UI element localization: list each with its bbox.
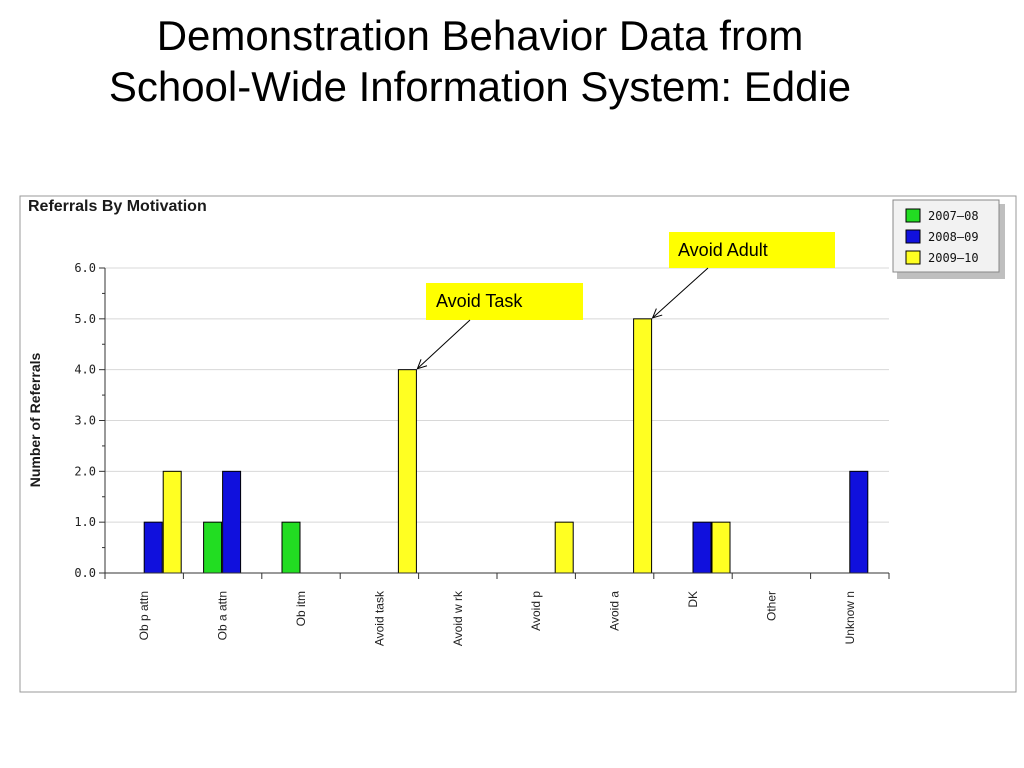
bar [281,521,301,574]
x-category-label: Ob itm [294,591,308,626]
y-tick-label: 0.0 [74,566,96,580]
y-tick-label: 5.0 [74,312,96,326]
x-category-label: Other [764,591,778,621]
legend-swatch [905,250,921,265]
legend: 2007–08 2008–09 2009–10 [892,199,1005,279]
annotation-arrowhead [651,308,663,319]
slide-title: Demonstration Behavior Data from School-… [0,10,960,112]
bar [711,521,731,574]
annotation-box [426,283,583,320]
bar [554,521,574,574]
bar [203,521,223,574]
y-tick-label: 6.0 [74,261,96,275]
annotation-arrowhead [416,359,428,370]
annotation-arrow-line [652,267,709,319]
chart-frame [19,195,1017,693]
y-ticks: 0.0 1.0 2.0 3.0 4.0 5.0 6.0 [74,261,105,580]
y-axis-label: Number of Referrals [27,352,43,487]
bar [222,470,242,574]
bar [849,470,869,574]
legend-label: 2007–08 [928,209,979,223]
x-category-label: Avoid a [608,591,622,631]
x-category-label: Avoid p [529,591,543,631]
slide-title-line-1: Demonstration Behavior Data from [156,12,804,59]
chart-title: Referrals By Motivation [28,198,207,215]
bars [143,318,869,574]
annotation-arrow-line [417,319,471,370]
legend-label: 2009–10 [928,251,979,265]
x-category-label: Avoid w rk [451,590,465,646]
bar [397,369,417,574]
y-tick-label: 3.0 [74,414,96,428]
bar [633,318,653,574]
x-category-label: Ob a attn [216,591,230,640]
annotation-label: Avoid Adult [678,240,768,260]
y-tick-label: 2.0 [74,464,96,478]
bar [692,521,712,574]
y-tick-label: 4.0 [74,363,96,377]
slide-title-line-2: School-Wide Information System: Eddie [108,63,852,110]
x-category-label: Ob p attn [137,591,151,640]
x-category-label: DK [686,591,700,608]
x-category-label: Unknow n [843,591,857,644]
annotation-label: Avoid Task [436,291,523,311]
legend-swatch [905,208,921,223]
y-tick-label: 1.0 [74,515,96,529]
bar [143,521,163,574]
annotations: Avoid Task Avoid Adult [416,232,835,370]
legend-label: 2008–09 [928,230,979,244]
bar [162,470,182,574]
annotation-box [669,232,835,268]
x-category-label: Avoid task [372,590,386,646]
legend-swatch [905,229,921,244]
x-category-labels: Ob p attn Ob a attn Ob itm Avoid task Avoid … [137,590,857,646]
